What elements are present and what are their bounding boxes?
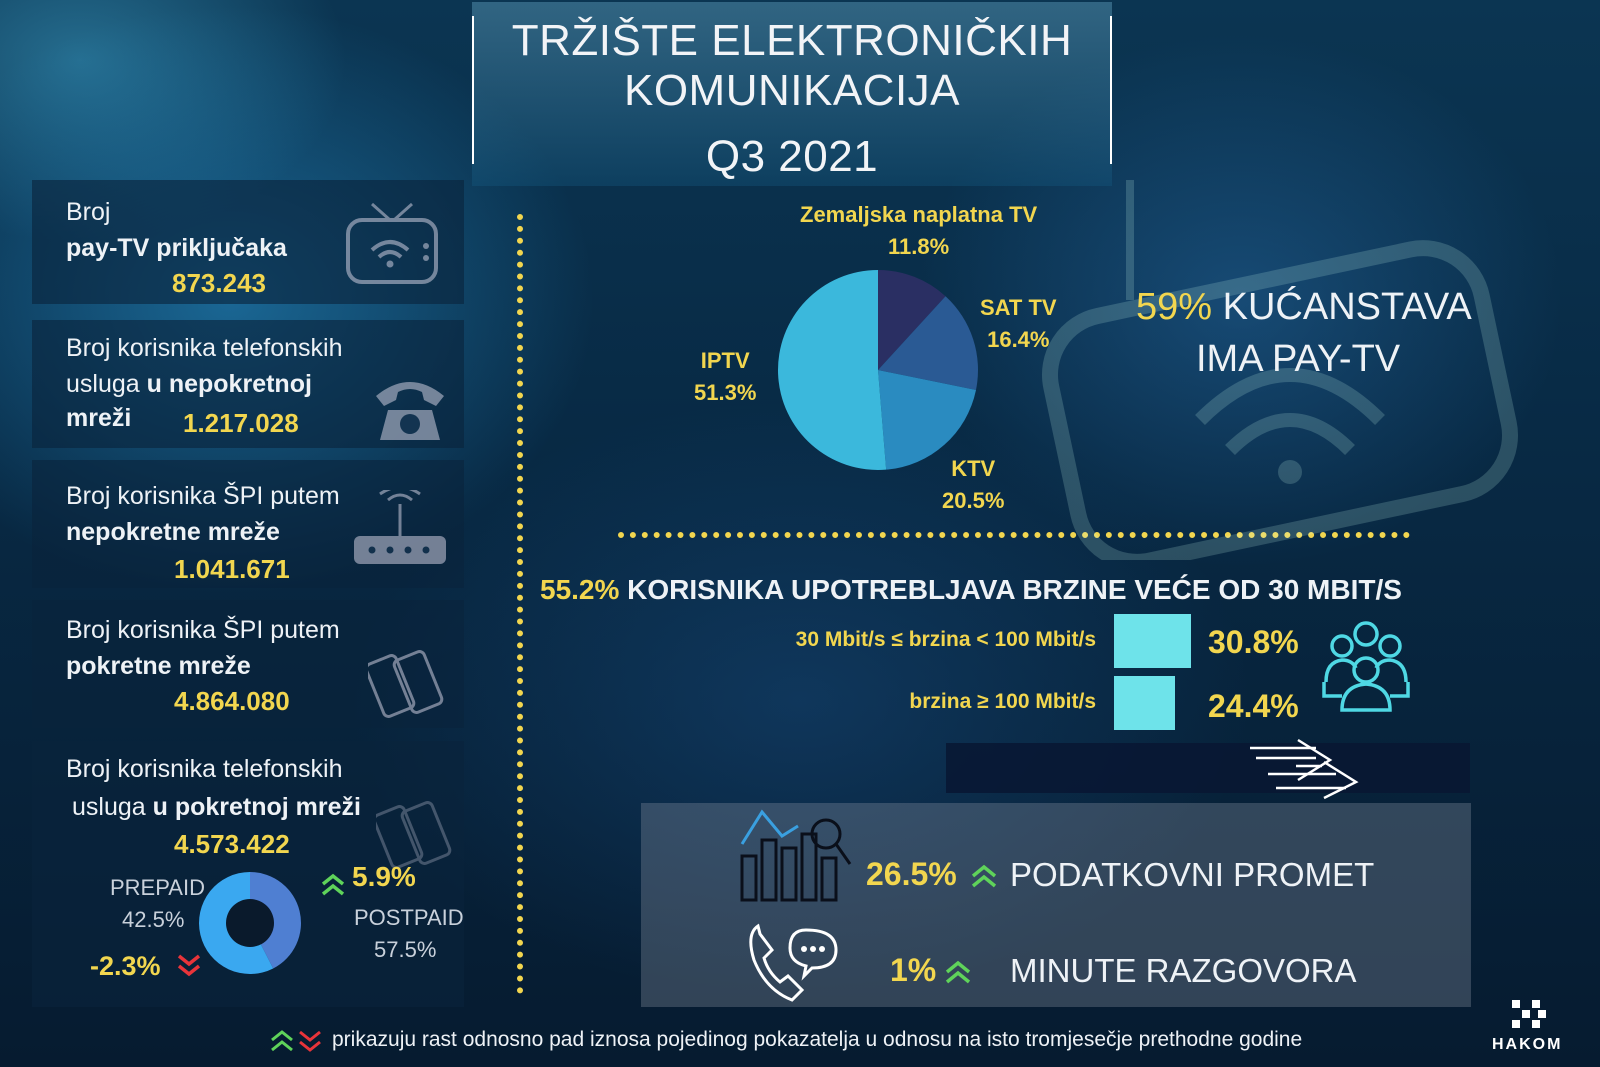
users-group-icon bbox=[1322, 621, 1410, 712]
tv-icon bbox=[346, 202, 438, 284]
pie-slice-iptv bbox=[778, 270, 887, 470]
minutes-pct: 1% bbox=[890, 952, 937, 988]
title-divider-right bbox=[1110, 16, 1112, 164]
pie-label-iptv-value: 51.3% bbox=[694, 380, 757, 405]
paytv-share-pct: 59% bbox=[1136, 286, 1213, 328]
speed-row-2-value: 24.4% bbox=[1208, 688, 1299, 724]
footnote: prikazuju rast odnosno pad iznosa pojedi… bbox=[332, 1028, 1303, 1051]
up-chevrons-icon bbox=[321, 873, 345, 896]
pie-slice-sattv bbox=[878, 296, 978, 390]
title-line-1: TRŽIŠTE ELEKTRONIČKIH bbox=[511, 16, 1073, 65]
vertical-dotted-divider bbox=[517, 214, 523, 994]
card-mobile-internet-line1: Broj korisnika ŠPI putem bbox=[66, 616, 340, 644]
postpaid-label: POSTPAID bbox=[354, 905, 464, 930]
pie-label-zemaljska: Zemaljska naplatna TV 11.8% bbox=[800, 202, 1037, 260]
card-fixed-phone-line1: Broj korisnika telefonskih bbox=[66, 334, 343, 362]
pie-label-sattv-value: 16.4% bbox=[987, 327, 1050, 352]
card-paytv-line2: pay-TV priključaka bbox=[66, 234, 287, 262]
traffic-stats-box bbox=[641, 803, 1471, 1007]
pie-label-sattv: SAT TV 16.4% bbox=[980, 295, 1057, 353]
pie-slice-ktv bbox=[878, 370, 976, 470]
card-fixed-internet-line1: Broj korisnika ŠPI putem bbox=[66, 482, 340, 510]
pie-label-zemaljska-value: 11.8% bbox=[888, 234, 950, 259]
card-mobile-phone: Broj korisnika telefonskih usluga u pokr… bbox=[32, 741, 464, 1007]
title-line-2: KOMUNIKACIJA bbox=[623, 66, 961, 115]
prepaid-change: -2.3% bbox=[90, 951, 161, 981]
broadband-headline-pct: 55.2% bbox=[540, 574, 620, 605]
prepaid-pct: 42.5% bbox=[122, 907, 185, 932]
card-mobile-internet-line2: pokretne mreže bbox=[66, 652, 251, 680]
speed-row-1-bar bbox=[1114, 614, 1191, 668]
call-chat-icon bbox=[749, 923, 838, 1002]
speed-row-1-label: 30 Mbit/s ≤ brzina < 100 Mbit/s bbox=[795, 628, 1096, 651]
hakom-logo-icon bbox=[1512, 1000, 1546, 1028]
card-fixed-internet-value: 1.041.671 bbox=[174, 554, 290, 584]
horizontal-dotted-divider bbox=[618, 532, 1410, 538]
broadband-headline: 55.2% KORISNIKA UPOTREBLJAVA BRZINE VEĆE… bbox=[540, 574, 1402, 606]
pie-label-sattv-name: SAT TV bbox=[980, 295, 1057, 320]
card-paytv: Broj pay-TV priključaka 873.243 bbox=[32, 180, 464, 304]
donut-slice-prepaid bbox=[250, 872, 301, 969]
chart-analysis-icon bbox=[740, 809, 852, 902]
card-fixed-phone: Broj korisnika telefonskih usluga u nepo… bbox=[32, 320, 464, 448]
pie-label-ktv-name: KTV bbox=[951, 456, 996, 481]
pie-label-ktv: KTV 20.5% bbox=[942, 456, 1004, 514]
phone-icon bbox=[376, 382, 444, 440]
pie-slice-zemaljska bbox=[878, 270, 946, 370]
speed-row-1-value: 30.8% bbox=[1208, 624, 1299, 660]
pie-label-zemaljska-name: Zemaljska naplatna TV bbox=[800, 202, 1038, 227]
card-paytv-value: 873.243 bbox=[172, 268, 266, 298]
card-mobile-phone-line2a: usluga bbox=[72, 793, 153, 821]
data-traffic-up-icon bbox=[971, 864, 997, 888]
data-traffic-label: PODATKOVNI PROMET bbox=[1010, 856, 1375, 893]
paytv-pie-chart bbox=[778, 270, 978, 470]
pie-label-ktv-value: 20.5% bbox=[942, 488, 1005, 513]
card-paytv-line1: Broj bbox=[66, 198, 111, 226]
pie-label-iptv: IPTV 51.3% bbox=[694, 348, 756, 406]
minutes-up-icon bbox=[945, 960, 971, 984]
card-fixed-phone-line2: usluga u nepokretnoj bbox=[66, 370, 312, 399]
broadband-headline-text: KORISNIKA UPOTREBLJAVA BRZINE VEĆE OD 30… bbox=[619, 574, 1402, 605]
router-background-icon bbox=[1041, 180, 1519, 560]
paytv-share-text1: KUĆANSTAVA bbox=[1212, 286, 1472, 328]
title-divider-left bbox=[472, 16, 474, 164]
smartphones-faded-icon bbox=[376, 801, 452, 869]
hakom-logo-text: HAKOM bbox=[1492, 1036, 1563, 1053]
prepaid-label: PREPAID bbox=[110, 875, 205, 900]
card-fixed-internet-line2: nepokretne mreže bbox=[66, 518, 280, 546]
card-fixed-phone-value: 1.217.028 bbox=[183, 408, 299, 438]
card-fixed-internet: Broj korisnika ŠPI putem nepokretne mrež… bbox=[32, 460, 464, 588]
title-line-3: Q3 2021 bbox=[705, 132, 879, 181]
postpaid-pct: 57.5% bbox=[374, 937, 437, 962]
prepaid-postpaid-donut bbox=[199, 872, 301, 974]
smartphones-icon bbox=[368, 650, 444, 718]
router-icon bbox=[354, 490, 446, 564]
down-chevrons-icon bbox=[177, 954, 201, 977]
title-banner: TRŽIŠTE ELEKTRONIČKIH KOMUNIKACIJA Q3 20… bbox=[472, 2, 1112, 186]
card-mobile-internet: Broj korisnika ŠPI putem pokretne mreže … bbox=[32, 600, 464, 728]
paytv-share-line1: 59% KUĆANSTAVA bbox=[1136, 286, 1472, 329]
postpaid-change: 5.9% bbox=[352, 861, 416, 892]
card-fixed-phone-line2b: u nepokretnoj bbox=[146, 370, 312, 398]
card-mobile-phone-value: 4.573.422 bbox=[174, 829, 290, 859]
arrow-strip bbox=[946, 743, 1470, 793]
pie-label-iptv-name: IPTV bbox=[700, 348, 750, 373]
minutes-label: MINUTE RAZGOVORA bbox=[1010, 952, 1357, 989]
card-mobile-phone-line1: Broj korisnika telefonskih bbox=[66, 755, 343, 783]
card-fixed-phone-line2a: usluga bbox=[66, 370, 147, 398]
speed-row-2-bar bbox=[1114, 676, 1175, 730]
data-traffic-pct: 26.5% bbox=[866, 856, 957, 892]
speed-row-2-label: brzina ≥ 100 Mbit/s bbox=[909, 690, 1096, 713]
legend-arrows-icon bbox=[271, 1030, 321, 1052]
donut-hole bbox=[226, 899, 274, 947]
card-mobile-phone-line2: usluga u pokretnoj mreži bbox=[72, 793, 361, 822]
card-fixed-phone-line3: mreži bbox=[66, 404, 132, 432]
card-mobile-phone-line2b: u pokretnoj mreži bbox=[152, 793, 361, 821]
double-arrow-icon bbox=[1250, 738, 1359, 800]
card-mobile-internet-value: 4.864.080 bbox=[174, 686, 290, 716]
paytv-share-line2: IMA PAY-TV bbox=[1196, 338, 1401, 380]
